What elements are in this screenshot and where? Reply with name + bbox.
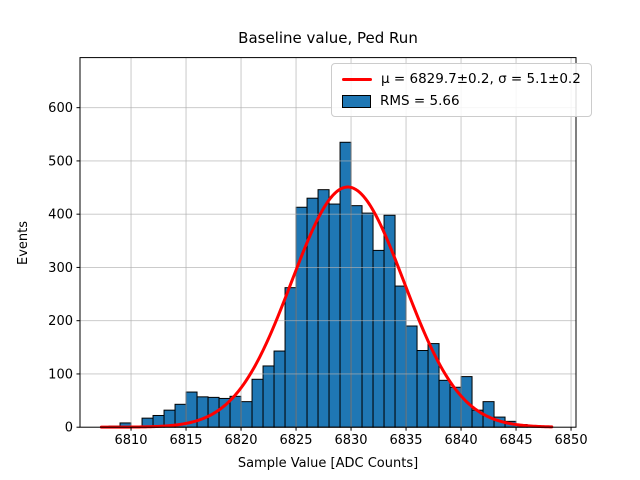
fit-line-swatch-icon bbox=[342, 77, 372, 81]
histogram-bar bbox=[350, 205, 363, 428]
histogram-bar bbox=[427, 343, 440, 428]
histogram-bar bbox=[405, 325, 418, 428]
histogram-bar bbox=[328, 203, 341, 428]
rms-patch-swatch-icon bbox=[342, 94, 371, 108]
legend-item-fit: μ = 6829.7±0.2, σ = 5.1±0.2 bbox=[342, 71, 581, 87]
histogram-bar bbox=[295, 206, 308, 428]
x-tick-label: 6850 bbox=[555, 433, 588, 448]
x-tick-label: 6810 bbox=[114, 433, 147, 448]
histogram-bar bbox=[416, 350, 429, 428]
y-tick-label: 400 bbox=[48, 208, 73, 223]
legend-fit-label: μ = 6829.7±0.2, σ = 5.1±0.2 bbox=[381, 71, 581, 87]
legend-item-rms: RMS = 5.66 bbox=[342, 93, 581, 109]
histogram-bar bbox=[273, 350, 286, 428]
legend: μ = 6829.7±0.2, σ = 5.1±0.2 RMS = 5.66 bbox=[331, 63, 592, 117]
histogram-bar bbox=[240, 401, 253, 428]
histogram-bar bbox=[284, 287, 297, 428]
histogram-bar bbox=[262, 365, 275, 428]
x-tick-label: 6845 bbox=[500, 433, 533, 448]
y-axis-label-wrap: Events bbox=[10, 58, 36, 428]
x-axis-label: Sample Value [ADC Counts] bbox=[237, 456, 419, 471]
y-tick-label: 300 bbox=[48, 261, 73, 276]
chart-title: Baseline value, Ped Run bbox=[238, 29, 418, 47]
y-tick-label: 200 bbox=[48, 314, 73, 329]
histogram-bar bbox=[438, 379, 451, 428]
y-tick-label: 500 bbox=[48, 154, 73, 169]
histogram-bar bbox=[317, 189, 330, 428]
y-tick-label: 0 bbox=[65, 421, 73, 436]
histogram-bar bbox=[339, 141, 352, 428]
x-tick-label: 6815 bbox=[169, 433, 202, 448]
x-tick-label: 6820 bbox=[224, 433, 257, 448]
x-tick-label: 6825 bbox=[279, 433, 312, 448]
gaussian-fit-curve bbox=[99, 185, 554, 429]
x-tick-label: 6840 bbox=[445, 433, 478, 448]
histogram-bar bbox=[251, 378, 264, 428]
histogram-bar bbox=[394, 285, 407, 428]
axes-spines bbox=[79, 57, 577, 428]
histogram-bar bbox=[196, 396, 209, 428]
y-tick-label: 600 bbox=[48, 101, 73, 116]
legend-rms-label: RMS = 5.66 bbox=[380, 93, 460, 109]
x-tick-label: 6830 bbox=[334, 433, 367, 448]
x-tick-label: 6835 bbox=[389, 433, 422, 448]
histogram-bar bbox=[361, 212, 374, 428]
y-tick-label: 100 bbox=[48, 367, 73, 382]
y-axis-label: Events bbox=[15, 220, 31, 265]
histogram-bar bbox=[372, 249, 385, 428]
